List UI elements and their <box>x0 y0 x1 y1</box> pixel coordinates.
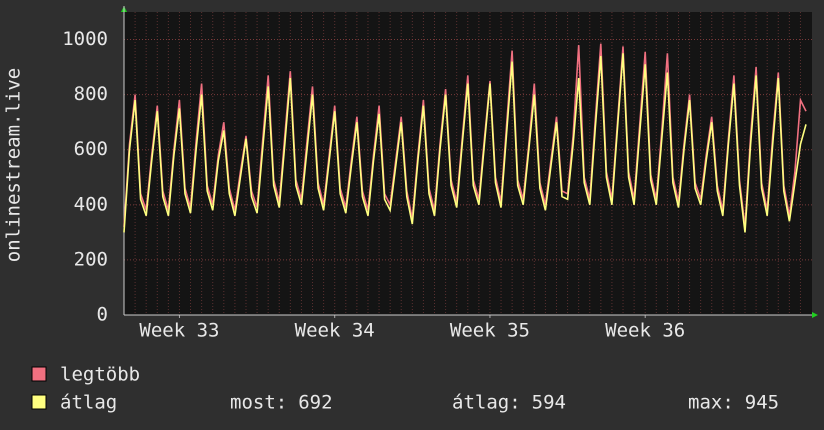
x-tick-label: Week 33 <box>139 320 219 342</box>
y-tick-label: 200 <box>74 248 108 270</box>
y-tick-label: 800 <box>74 83 108 105</box>
stat-value: 594 <box>532 392 566 414</box>
y-tick-label: 600 <box>74 138 108 160</box>
y-tick-label: 400 <box>74 193 108 215</box>
stat-value: 945 <box>745 392 779 414</box>
y-tick-label: 0 <box>97 304 108 326</box>
stat-value: 692 <box>298 392 332 414</box>
x-tick-label: Week 34 <box>295 320 375 342</box>
stat-label: max: <box>688 392 734 414</box>
legend-label: legtöbb <box>60 364 140 386</box>
stat-label: átlag: <box>452 392 521 414</box>
legend-swatch <box>31 366 47 382</box>
y-tick-label: 1000 <box>62 28 108 50</box>
x-tick-label: Week 35 <box>450 320 530 342</box>
stat-label: most: <box>230 392 287 414</box>
legend-label: átlag <box>60 392 117 414</box>
y-axis-label: onlinestream.live <box>3 68 25 262</box>
series-line <box>123 53 807 233</box>
x-tick-label: Week 36 <box>605 320 685 342</box>
legend-swatch <box>31 394 47 410</box>
axis-arrow <box>812 312 818 318</box>
